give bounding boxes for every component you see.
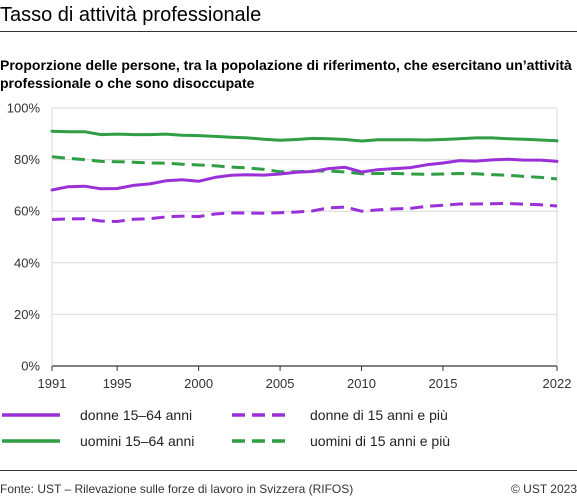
legend-label: uomini 15–64 anni bbox=[80, 433, 194, 449]
footer-rule bbox=[0, 470, 577, 471]
x-tick-label: 2005 bbox=[266, 376, 295, 391]
y-tick-label: 100% bbox=[7, 101, 41, 116]
series-line-3 bbox=[51, 202, 558, 223]
x-tick-label: 2010 bbox=[347, 376, 376, 391]
series-line-4 bbox=[51, 155, 558, 181]
y-tick-label: 80% bbox=[14, 152, 40, 167]
series-line-2 bbox=[50, 129, 559, 143]
copyright-note: © UST 2023 bbox=[511, 482, 577, 496]
page-title: Tasso di attività professionale bbox=[0, 4, 262, 26]
gridlines bbox=[51, 107, 558, 367]
x-tick-label: 2000 bbox=[184, 376, 213, 391]
legend: donne 15–64 anni uomini 15–64 anni donne d… bbox=[2, 407, 450, 449]
legend-label: donne 15–64 anni bbox=[80, 407, 192, 423]
y-tick-label: 20% bbox=[14, 307, 40, 322]
title-rule bbox=[0, 31, 577, 32]
y-tick-label: 60% bbox=[14, 204, 40, 219]
source-note: Fonte: UST – Rilevazione sulle forze di … bbox=[0, 482, 354, 496]
legend-label: uomini di 15 anni e più bbox=[310, 433, 450, 449]
legend-label: donne di 15 anni e più bbox=[310, 407, 448, 423]
x-tick-label: 2022 bbox=[543, 376, 572, 391]
x-tick-label: 2015 bbox=[429, 376, 458, 391]
series-lines bbox=[50, 129, 559, 223]
x-tick-label: 1995 bbox=[103, 376, 132, 391]
x-tick-label: 1991 bbox=[38, 376, 67, 391]
y-tick-label: 40% bbox=[14, 255, 40, 270]
chart-subtitle: Proporzione delle persone, tra la popola… bbox=[0, 57, 572, 91]
x-axis-tick-labels: 1991 1995 2000 2005 2010 2015 2022 bbox=[38, 366, 572, 391]
y-tick-label: 0% bbox=[21, 359, 40, 374]
series-line-1 bbox=[50, 157, 559, 192]
y-axis-tick-labels: 0% 20% 40% 60% 80% 100% bbox=[7, 101, 41, 374]
